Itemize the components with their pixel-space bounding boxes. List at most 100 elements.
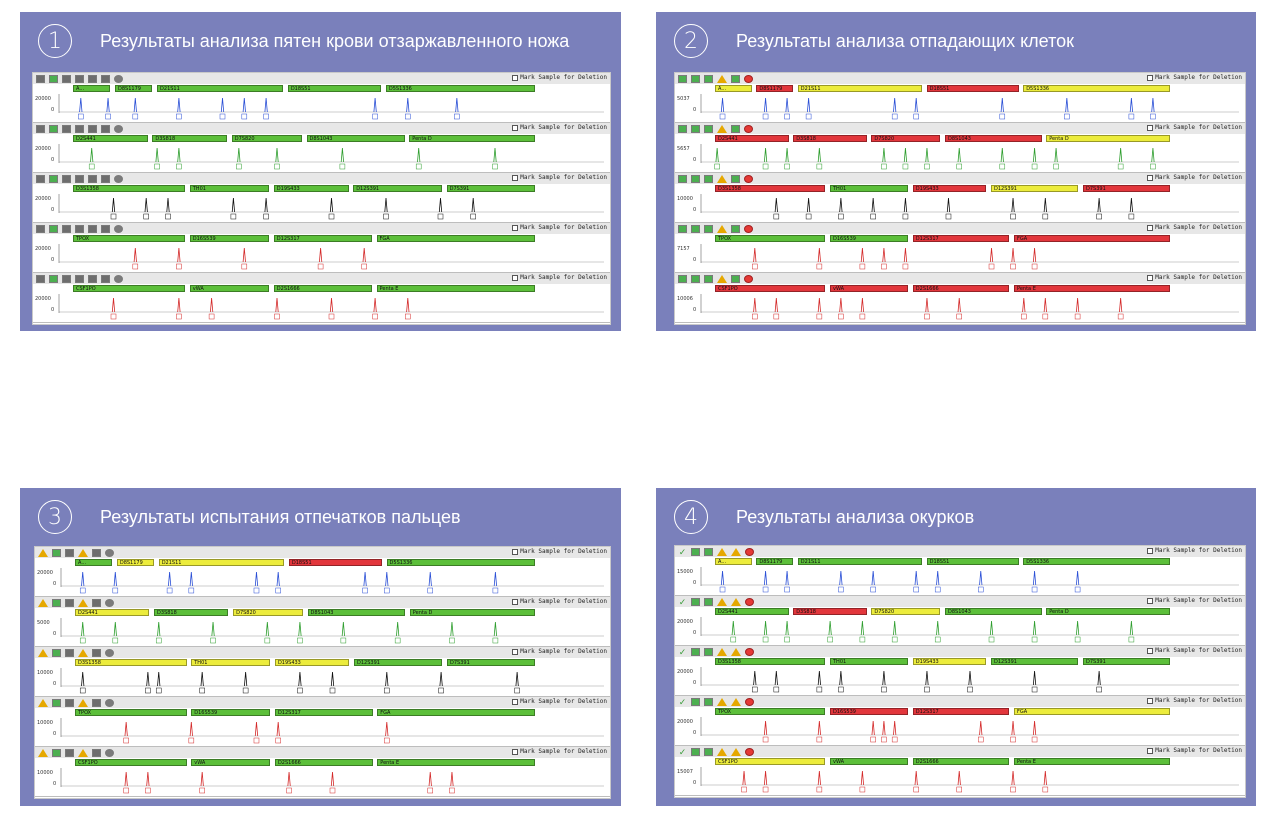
red-circle-icon[interactable] <box>745 597 754 606</box>
locus-marker[interactable]: D8S1043 <box>945 135 1042 142</box>
mark-sample-checkbox[interactable]: Mark Sample for Deletion <box>512 124 607 131</box>
gray-circle-icon[interactable] <box>114 124 123 133</box>
green-square-icon[interactable] <box>52 698 61 707</box>
locus-marker[interactable]: vWA <box>189 285 270 292</box>
locus-marker[interactable]: D3S1358 <box>75 659 187 666</box>
warning-icon[interactable] <box>731 697 741 706</box>
mark-sample-checkbox[interactable]: Mark Sample for Deletion <box>512 224 607 231</box>
mark-sample-checkbox[interactable]: Mark Sample for Deletion <box>512 698 607 705</box>
green-square-icon[interactable] <box>49 74 58 83</box>
locus-marker[interactable]: D12S391 <box>991 185 1079 192</box>
locus-marker[interactable]: D2S441 <box>73 135 148 142</box>
green-square-icon[interactable] <box>49 174 58 183</box>
green-square-icon[interactable] <box>704 174 713 183</box>
gray-square-icon[interactable] <box>88 174 97 183</box>
mark-sample-checkbox[interactable]: Mark Sample for Deletion <box>1147 697 1242 704</box>
mark-sample-checkbox[interactable]: Mark Sample for Deletion <box>512 74 607 81</box>
locus-marker[interactable]: D18S51 <box>926 85 1019 92</box>
check-icon[interactable]: ✓ <box>678 646 687 657</box>
locus-marker[interactable]: D16S539 <box>830 235 909 242</box>
locus-marker[interactable]: D16S539 <box>830 708 909 715</box>
checkbox-icon[interactable] <box>512 748 519 755</box>
gray-square-icon[interactable] <box>75 74 84 83</box>
gray-circle-icon[interactable] <box>105 648 114 657</box>
locus-marker[interactable]: D2S1666 <box>274 759 373 766</box>
gray-circle-icon[interactable] <box>114 174 123 183</box>
locus-marker[interactable]: D7S391 <box>446 185 536 192</box>
locus-marker[interactable]: D2S1666 <box>912 758 1010 765</box>
locus-marker[interactable]: D18S51 <box>926 558 1019 565</box>
mark-sample-checkbox[interactable]: Mark Sample for Deletion <box>512 648 607 655</box>
locus-marker[interactable]: D7S820 <box>871 608 941 615</box>
warning-icon[interactable] <box>38 648 48 657</box>
checkbox-icon[interactable] <box>512 124 519 131</box>
checkbox-icon[interactable] <box>512 548 519 555</box>
gray-square-icon[interactable] <box>62 224 71 233</box>
red-circle-icon[interactable] <box>744 224 753 233</box>
locus-marker[interactable]: TPOX <box>75 709 187 716</box>
locus-marker[interactable]: D21S11 <box>797 558 922 565</box>
red-circle-icon[interactable] <box>744 174 753 183</box>
gray-square-icon[interactable] <box>75 224 84 233</box>
green-square-icon[interactable] <box>52 598 61 607</box>
locus-marker[interactable]: Penta D <box>409 609 536 616</box>
warning-icon[interactable] <box>78 548 88 557</box>
locus-marker[interactable]: D3S1358 <box>715 185 826 192</box>
green-square-icon[interactable] <box>678 274 687 283</box>
mark-sample-checkbox[interactable]: Mark Sample for Deletion <box>512 174 607 181</box>
green-square-icon[interactable] <box>691 274 700 283</box>
locus-marker[interactable]: D7S391 <box>1083 185 1171 192</box>
locus-marker[interactable]: A... <box>75 559 113 566</box>
gray-square-icon[interactable] <box>88 224 97 233</box>
gray-square-icon[interactable] <box>62 174 71 183</box>
locus-marker[interactable]: D16S539 <box>191 709 271 716</box>
green-square-icon[interactable] <box>49 224 58 233</box>
locus-marker[interactable]: D3S818 <box>152 135 228 142</box>
gray-square-icon[interactable] <box>101 274 110 283</box>
gray-square-icon[interactable] <box>36 274 45 283</box>
mark-sample-checkbox[interactable]: Mark Sample for Deletion <box>1147 224 1242 231</box>
locus-marker[interactable]: TPOX <box>715 708 826 715</box>
locus-marker[interactable]: Penta D <box>409 135 536 142</box>
gray-circle-icon[interactable] <box>114 224 123 233</box>
locus-marker[interactable]: D16S539 <box>189 235 270 242</box>
green-square-icon[interactable] <box>678 74 687 83</box>
locus-marker[interactable]: D8S1179 <box>756 85 794 92</box>
locus-marker[interactable]: D5S1336 <box>386 559 536 566</box>
green-square-icon[interactable] <box>691 74 700 83</box>
locus-marker[interactable]: D7S820 <box>231 135 302 142</box>
locus-marker[interactable]: Penta E <box>1014 758 1171 765</box>
mark-sample-checkbox[interactable]: Mark Sample for Deletion <box>1147 174 1242 181</box>
locus-marker[interactable]: TPOX <box>715 235 826 242</box>
green-square-icon[interactable] <box>678 124 687 133</box>
locus-marker[interactable]: TH01 <box>830 658 909 665</box>
gray-square-icon[interactable] <box>36 174 45 183</box>
checkbox-icon[interactable] <box>1147 124 1154 131</box>
gray-circle-icon[interactable] <box>105 548 114 557</box>
locus-marker[interactable]: A... <box>715 85 752 92</box>
locus-marker[interactable]: D7S391 <box>1083 658 1171 665</box>
locus-marker[interactable]: D3S818 <box>154 609 229 616</box>
gray-square-icon[interactable] <box>65 648 74 657</box>
checkbox-icon[interactable] <box>512 648 519 655</box>
checkbox-icon[interactable] <box>1147 747 1154 754</box>
mark-sample-checkbox[interactable]: Mark Sample for Deletion <box>1147 547 1242 554</box>
locus-marker[interactable]: Penta D <box>1046 135 1171 142</box>
locus-marker[interactable]: CSF1PO <box>715 285 826 292</box>
green-square-icon[interactable] <box>704 747 713 756</box>
locus-marker[interactable]: D21S11 <box>157 85 284 92</box>
gray-square-icon[interactable] <box>75 124 84 133</box>
green-square-icon[interactable] <box>691 697 700 706</box>
locus-marker[interactable]: D8S1179 <box>756 558 794 565</box>
locus-marker[interactable]: D12S317 <box>274 709 373 716</box>
mark-sample-checkbox[interactable]: Mark Sample for Deletion <box>1147 274 1242 281</box>
warning-icon[interactable] <box>38 748 48 757</box>
locus-marker[interactable]: CSF1PO <box>75 759 187 766</box>
gray-square-icon[interactable] <box>62 74 71 83</box>
locus-marker[interactable]: FGA <box>377 709 536 716</box>
locus-marker[interactable]: FGA <box>1014 235 1171 242</box>
locus-marker[interactable]: D2S1666 <box>912 285 1010 292</box>
check-icon[interactable]: ✓ <box>678 546 687 557</box>
locus-marker[interactable]: D18S51 <box>287 85 382 92</box>
red-circle-icon[interactable] <box>744 274 753 283</box>
